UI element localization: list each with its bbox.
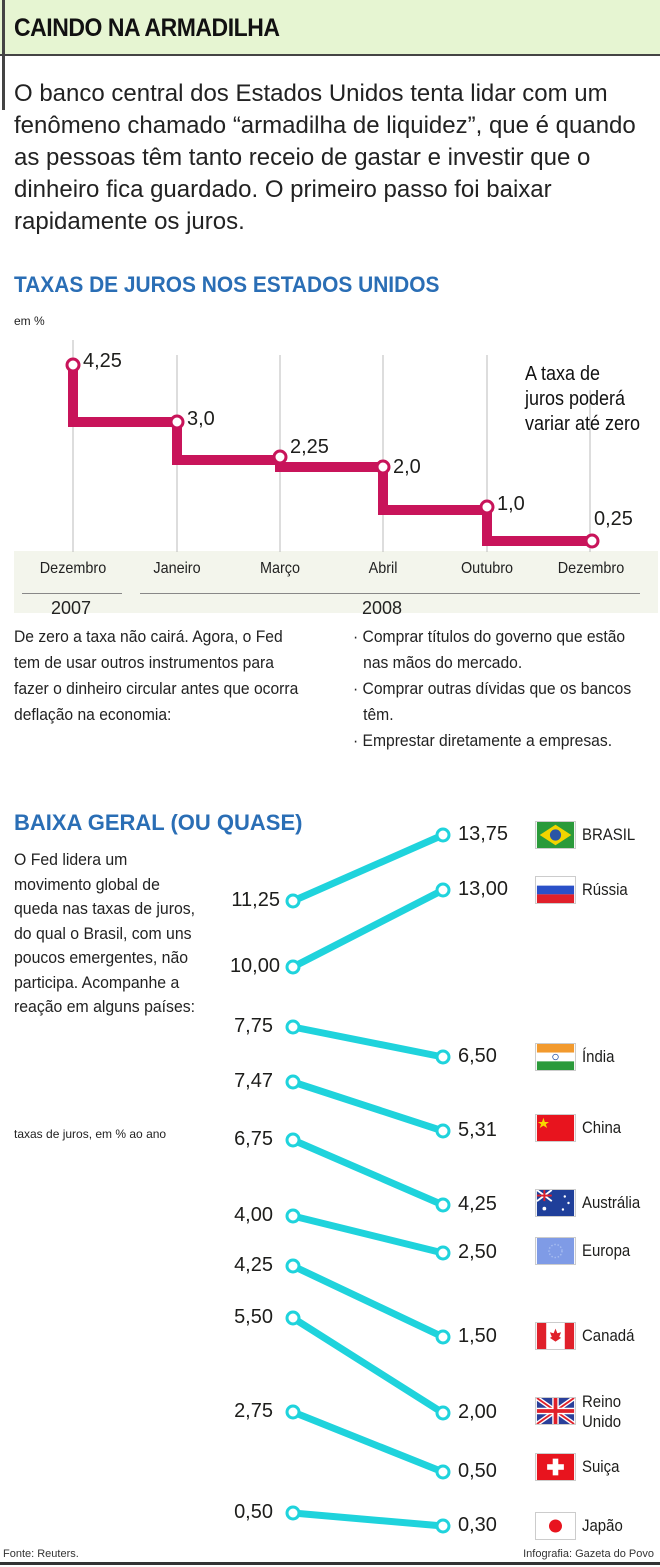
before-value: 7,47: [234, 1070, 273, 1092]
step-line: [68, 365, 592, 546]
year-divider: [140, 593, 640, 594]
after-value: 13,75: [458, 823, 509, 845]
section-title-us-rates: TAXAS DE JUROS NOS ESTADOS UNIDOS: [14, 272, 440, 297]
source-credit: Fonte: Reuters.: [3, 1548, 79, 1560]
month-label: Outubro: [460, 560, 514, 577]
before-value: 7,75: [234, 1015, 273, 1037]
uk-flag-icon: [535, 1397, 576, 1425]
country-name: Austrália: [582, 1193, 641, 1212]
bullet-item: · Comprar títulos do governo que estão n…: [353, 627, 626, 672]
russia-flag-icon: [535, 876, 576, 904]
point-label: 2,0: [393, 456, 421, 478]
bullet-text: Emprestar diretamente a empresas.: [362, 731, 613, 750]
point-label: 3,0: [187, 408, 215, 430]
after-value: 4,25: [458, 1193, 497, 1215]
india-flag-icon: [535, 1043, 576, 1071]
point-label: 2,25: [290, 436, 329, 458]
fed-explanation: De zero a taxa não cairá. Agora, o Fed t…: [14, 627, 299, 724]
step-chart: [65, 340, 600, 552]
country-name: BRASIL: [582, 825, 636, 844]
point-label: 1,0: [497, 493, 525, 515]
year-divider: [22, 593, 122, 594]
china-flag-icon: [535, 1114, 576, 1142]
year-label: 2008: [362, 598, 403, 618]
global-explanation: O Fed lidera um movimento global de qued…: [14, 850, 196, 1016]
bullet-item: · Emprestar diretamente a empresas.: [353, 731, 613, 750]
left-rule: [2, 0, 5, 110]
title-bar: [0, 0, 660, 56]
gridlines: [72, 340, 591, 552]
australia-flag-icon: [535, 1189, 576, 1217]
brazil-flag-icon: [535, 821, 576, 849]
country-name: Reino Unido: [582, 1392, 622, 1431]
infographic-credit: Infografia: Gazeta do Povo: [523, 1548, 654, 1560]
after-value: 6,50: [458, 1045, 497, 1067]
month-label: Janeiro: [153, 560, 201, 577]
country-name: Japão: [582, 1516, 623, 1535]
before-value: 4,00: [234, 1204, 273, 1226]
axis-band: [14, 551, 658, 613]
month-label: Março: [259, 560, 300, 577]
fed-instruments-list: · Comprar títulos do governo que estão n…: [353, 624, 652, 754]
after-value: 13,00: [458, 878, 509, 900]
section-title-global: BAIXA GERAL (OU QUASE): [14, 810, 303, 835]
footer-rule: [0, 1562, 660, 1565]
switzerland-flag-icon: [535, 1453, 576, 1481]
month-label: Dezembro: [557, 560, 625, 577]
page-title: CAINDO NA ARMADILHA: [14, 14, 280, 42]
step-points: [65, 357, 600, 549]
before-value: 2,75: [234, 1400, 273, 1422]
before-value: 6,75: [234, 1128, 273, 1150]
country-name: Suiça: [582, 1457, 620, 1476]
point-label: 0,25: [594, 508, 633, 530]
country-name: Europa: [582, 1241, 631, 1260]
after-value: 5,31: [458, 1119, 497, 1141]
country-name: Índia: [582, 1047, 615, 1066]
chart-annotation: A taxa de juros poderá variar até zero: [525, 363, 641, 435]
canada-flag-icon: [535, 1322, 576, 1350]
bullet-text: Comprar outras dívidas que os bancos têm…: [362, 679, 632, 724]
country-name: China: [582, 1118, 622, 1137]
bullet-text: Comprar títulos do governo que estão nas…: [362, 627, 626, 672]
after-value: 2,50: [458, 1241, 497, 1263]
country-name: Rússia: [582, 880, 628, 899]
japan-flag-icon: [535, 1512, 576, 1540]
year-label: 2007: [51, 598, 92, 618]
europe-flag-icon: [535, 1237, 576, 1265]
before-value: 10,00: [229, 955, 280, 977]
slope-unit-label: taxas de juros, em % ao ano: [14, 1127, 167, 1141]
after-value: 1,50: [458, 1325, 497, 1347]
before-value: 5,50: [234, 1306, 273, 1328]
month-label: Dezembro: [39, 560, 107, 577]
intro-paragraph: O banco central dos Estados Unidos tenta…: [14, 80, 636, 235]
before-value: 4,25: [234, 1254, 273, 1276]
point-label: 4,25: [83, 350, 122, 372]
after-value: 2,00: [458, 1401, 497, 1423]
before-value: 11,25: [231, 889, 280, 911]
after-value: 0,30: [458, 1514, 497, 1536]
country-name: Canadá: [582, 1326, 635, 1345]
month-label: Abril: [368, 560, 398, 577]
chart-unit-label: em %: [14, 314, 45, 328]
after-value: 0,50: [458, 1460, 497, 1482]
before-value: 0,50: [234, 1501, 273, 1523]
bullet-item: · Comprar outras dívidas que os bancos t…: [353, 679, 632, 724]
